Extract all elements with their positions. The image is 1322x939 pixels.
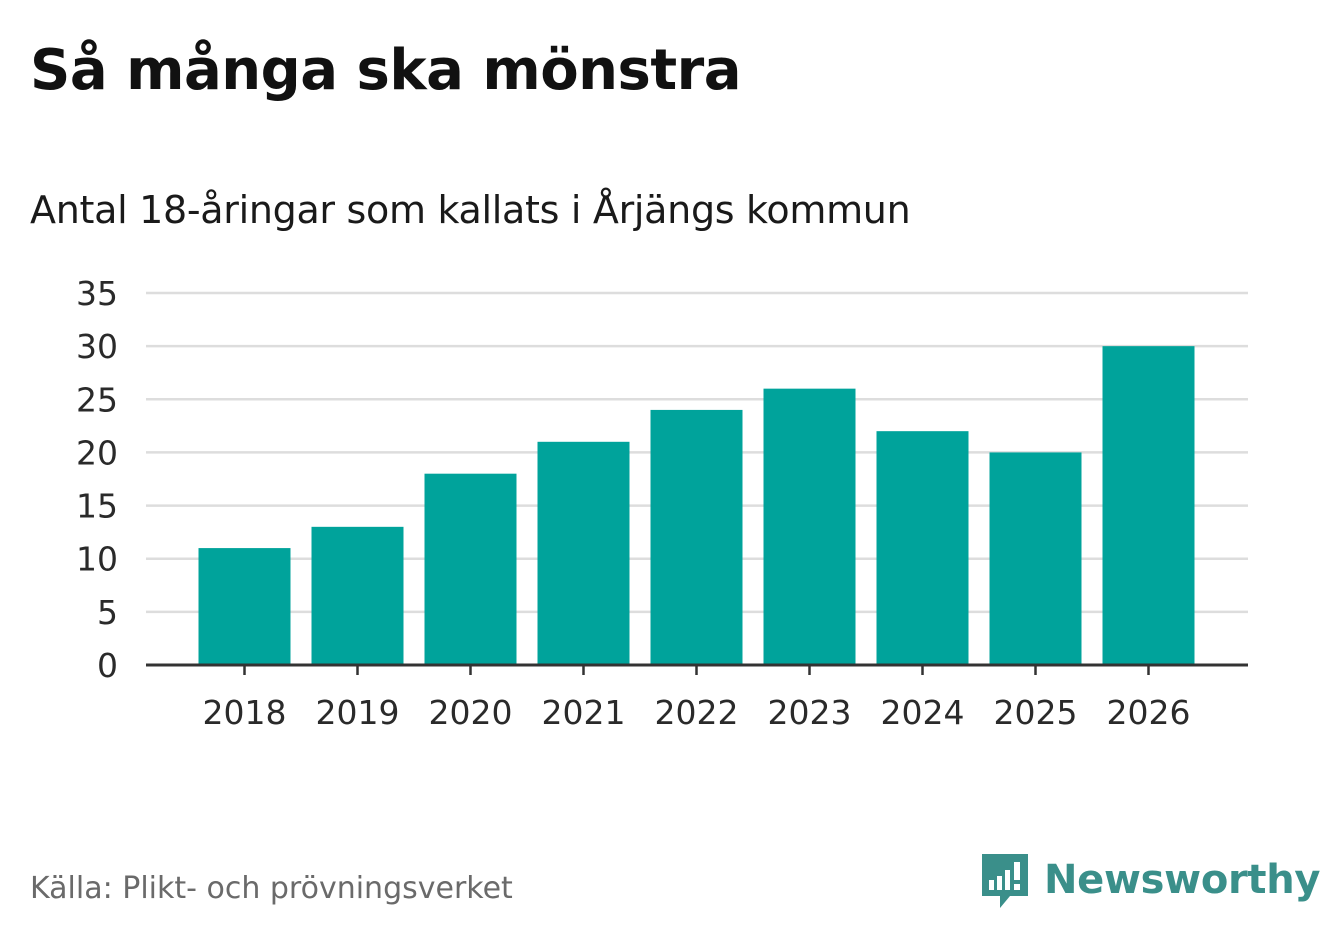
y-tick-label-35: 35 bbox=[76, 274, 118, 313]
y-tick-label-15: 15 bbox=[76, 487, 118, 526]
brand-name: Newsworthy bbox=[1044, 857, 1321, 903]
y-tick-label-30: 30 bbox=[76, 327, 118, 366]
bar-2022 bbox=[650, 409, 743, 665]
chart-title: Så många ska mönstra bbox=[30, 38, 742, 103]
y-tick-label-0: 0 bbox=[97, 646, 118, 685]
newsworthy-logo-icon bbox=[982, 854, 1028, 908]
y-tick-label-20: 20 bbox=[76, 433, 118, 472]
source-note: Källa: Plikt- och prövningsverket bbox=[30, 871, 513, 906]
chart-subtitle: Antal 18-åringar som kallats i Årjängs k… bbox=[30, 188, 911, 232]
y-tick-label-10: 10 bbox=[76, 540, 118, 579]
bar-2026 bbox=[1102, 346, 1195, 665]
brand-logo: Newsworthy bbox=[980, 848, 1321, 912]
bar-2021 bbox=[537, 441, 630, 665]
x-tick-label-2021: 2021 bbox=[542, 693, 626, 732]
bar-2024 bbox=[876, 431, 969, 665]
bar-2020 bbox=[424, 473, 517, 665]
bar-2018 bbox=[198, 548, 291, 665]
x-tick-label-2018: 2018 bbox=[203, 693, 287, 732]
x-tick-label-2024: 2024 bbox=[881, 693, 965, 732]
y-tick-label-25: 25 bbox=[76, 380, 118, 419]
y-tick-label-5: 5 bbox=[97, 593, 118, 632]
x-tick-label-2025: 2025 bbox=[994, 693, 1078, 732]
bar-2025 bbox=[989, 452, 1082, 665]
bar-2019 bbox=[311, 526, 404, 665]
bar-2023 bbox=[763, 388, 856, 665]
x-tick-label-2023: 2023 bbox=[768, 693, 852, 732]
x-tick-label-2020: 2020 bbox=[429, 693, 513, 732]
x-tick-label-2022: 2022 bbox=[655, 693, 739, 732]
x-tick-label-2026: 2026 bbox=[1107, 693, 1191, 732]
x-tick-label-2019: 2019 bbox=[316, 693, 400, 732]
